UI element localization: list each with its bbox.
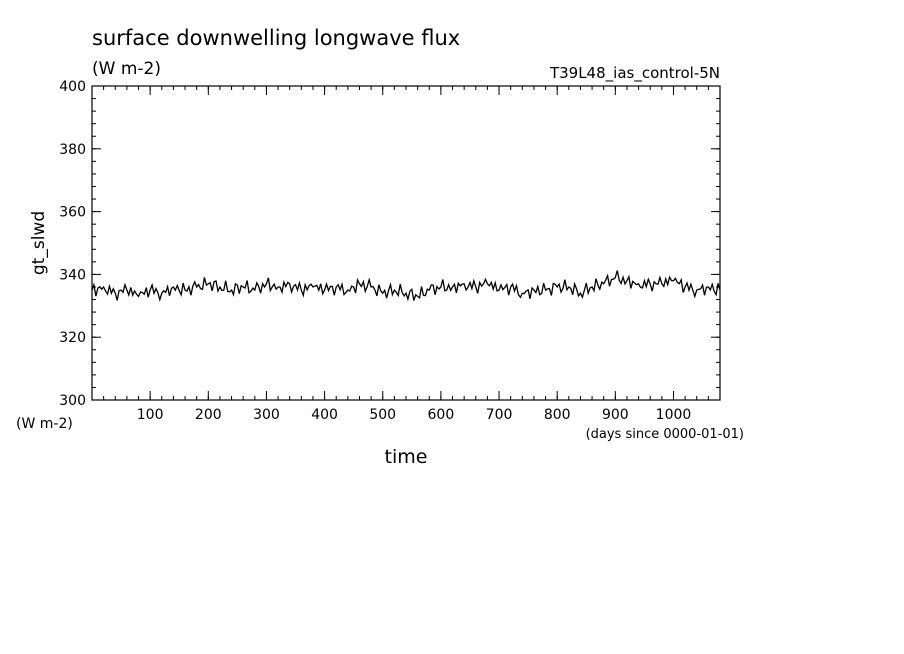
x-tick-label: 700 [486,407,513,423]
x-tick-label: 500 [369,407,396,423]
chart-title: surface downwelling longwave flux [92,26,460,50]
x-tick-label: 800 [544,407,571,423]
x-tick-label: 400 [311,407,338,423]
axis-ticks: 100 200 300 400 500 600 700 800 900 1000 300 320 340… [59,79,720,423]
chart-subtitle: (W m-2) [92,59,161,79]
y-tick-label: 320 [59,330,86,346]
x-axis-label: time [385,446,428,468]
series-line [91,270,721,303]
x-tick-label: 300 [253,407,280,423]
plot-frame [91,85,721,401]
y-axis-label: gt_slwd [29,211,49,275]
y-tick-label: 400 [59,79,86,95]
x-tick-label: 1000 [656,407,692,423]
y-tick-label: 340 [59,267,86,283]
y-tick-label: 300 [59,393,86,409]
y-tick-label: 380 [59,142,86,158]
x-tick-label: 100 [137,407,164,423]
x-tick-label: 600 [428,407,455,423]
series-group [91,270,721,303]
x-tick-label: 200 [195,407,222,423]
y-axis-units: (W m-2) [16,416,73,432]
x-tick-label: 900 [602,407,629,423]
run-label: T39L48_ias_control-5N [549,64,720,83]
y-tick-label: 360 [59,205,86,221]
x-axis-units: (days since 0000-01-01) [586,427,744,442]
